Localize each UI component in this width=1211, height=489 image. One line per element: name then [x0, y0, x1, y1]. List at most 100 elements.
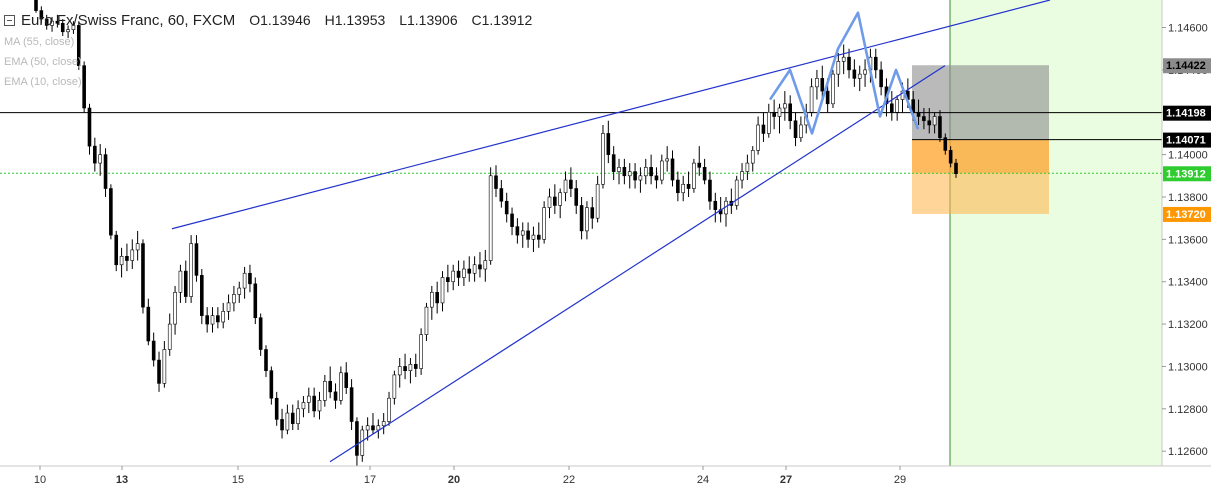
candle — [520, 222, 525, 248]
candle-body — [831, 73, 835, 105]
candle-body — [130, 249, 135, 261]
candle — [60, 19, 65, 37]
candle — [44, 14, 49, 30]
candle — [381, 413, 386, 435]
collapse-icon[interactable] — [4, 14, 15, 26]
candle — [167, 313, 172, 356]
candle — [355, 417, 359, 466]
candle-body — [772, 111, 776, 117]
trendlines[interactable] — [171, 0, 1051, 463]
upper-trendline[interactable] — [171, 0, 1051, 230]
price-label-bg — [1163, 166, 1211, 182]
candle — [478, 252, 482, 278]
candle — [446, 264, 450, 293]
candle — [119, 247, 124, 278]
candle — [403, 353, 407, 380]
candle-body — [670, 158, 675, 181]
candle-body — [173, 292, 177, 325]
candle — [435, 281, 439, 314]
indicator-legend-ema50[interactable]: EMA (50, close) — [4, 56, 82, 68]
price-axis[interactable]: 1.146001.144001.142001.140001.138001.136… — [1162, 23, 1208, 459]
indicator-legend-ma[interactable]: MA (55, close) — [4, 36, 75, 48]
candle-body — [456, 270, 461, 278]
time-axis[interactable]: 10 13 15 17 20 22 24 27 29 — [34, 466, 906, 486]
candle — [943, 133, 948, 155]
stop-loss-zone[interactable] — [912, 65, 1049, 140]
low-value: L1.13906 — [399, 12, 458, 28]
candle-body — [761, 124, 766, 134]
price-label-bg — [1163, 206, 1211, 222]
symbol-title[interactable]: Euro Fx/Swiss Franc, 60, FXCM — [21, 11, 236, 29]
candle — [563, 171, 568, 202]
candle-body — [660, 160, 664, 181]
candle-body — [200, 275, 204, 316]
candle-body — [467, 268, 472, 274]
candle-body — [526, 230, 530, 240]
ohlc-values: O1.13946 H1.13953 L1.13906 C1.13912 — [249, 12, 542, 28]
candle — [852, 59, 857, 87]
candle — [756, 116, 760, 155]
candle-body — [381, 421, 386, 427]
candle-body — [515, 226, 520, 236]
candle — [98, 144, 102, 176]
candle — [579, 196, 584, 240]
candle — [686, 171, 691, 197]
candle-body — [847, 56, 851, 71]
candle-body — [189, 243, 193, 297]
candle — [494, 165, 498, 197]
candle — [713, 192, 718, 223]
candle — [510, 207, 514, 236]
candle-body — [248, 272, 252, 285]
candle-body — [387, 397, 391, 422]
candle-body — [553, 196, 557, 206]
candle-body — [237, 287, 242, 295]
pattern-zigzag[interactable] — [768, 11, 920, 135]
candle — [82, 61, 86, 113]
candle-body — [879, 69, 883, 88]
candle — [708, 171, 712, 210]
candle — [772, 99, 776, 130]
short-position-tool[interactable] — [912, 65, 1162, 214]
candle-body — [504, 200, 509, 215]
head-and-shoulders-pattern[interactable] — [768, 11, 920, 135]
take-profit-zone[interactable] — [912, 139, 1049, 214]
price-label-bg — [1163, 132, 1211, 148]
candle — [55, 14, 60, 28]
candle-body — [103, 154, 108, 189]
candle — [344, 362, 349, 394]
candle — [462, 260, 466, 286]
candle — [419, 328, 423, 375]
candle — [467, 256, 472, 282]
candle — [932, 112, 937, 134]
lower-trendline[interactable] — [329, 65, 946, 463]
candle-body — [317, 400, 322, 412]
candle — [820, 65, 825, 100]
price-tick-label: 1.13200 — [1168, 319, 1208, 331]
price-tick-label: 1.13400 — [1168, 277, 1208, 289]
candle-body — [922, 116, 926, 122]
candle-body — [938, 116, 942, 138]
price-label-bg — [1163, 58, 1211, 74]
candlesticks — [34, 0, 958, 466]
indicator-legend-ema10[interactable]: EMA (10, close) — [4, 76, 82, 88]
candle-body — [183, 270, 188, 297]
candle — [702, 158, 707, 185]
time-tick-label: 13 — [116, 474, 128, 486]
candle — [622, 158, 627, 185]
candle — [542, 201, 546, 244]
candle — [50, 16, 54, 32]
close-value: C1.13912 — [471, 12, 533, 28]
chart-header: Euro Fx/Swiss Franc, 60, FXCM O1.13946 H… — [4, 9, 542, 31]
price-label-text: 1.14071 — [1166, 135, 1206, 147]
candle — [280, 408, 284, 439]
candle-body — [98, 154, 102, 164]
candle — [392, 370, 397, 405]
candle — [569, 167, 573, 197]
candle-body — [494, 175, 498, 189]
candle — [87, 103, 92, 155]
candle — [649, 154, 653, 185]
candle-body — [783, 103, 787, 109]
candle — [339, 366, 343, 405]
candle — [692, 158, 696, 193]
